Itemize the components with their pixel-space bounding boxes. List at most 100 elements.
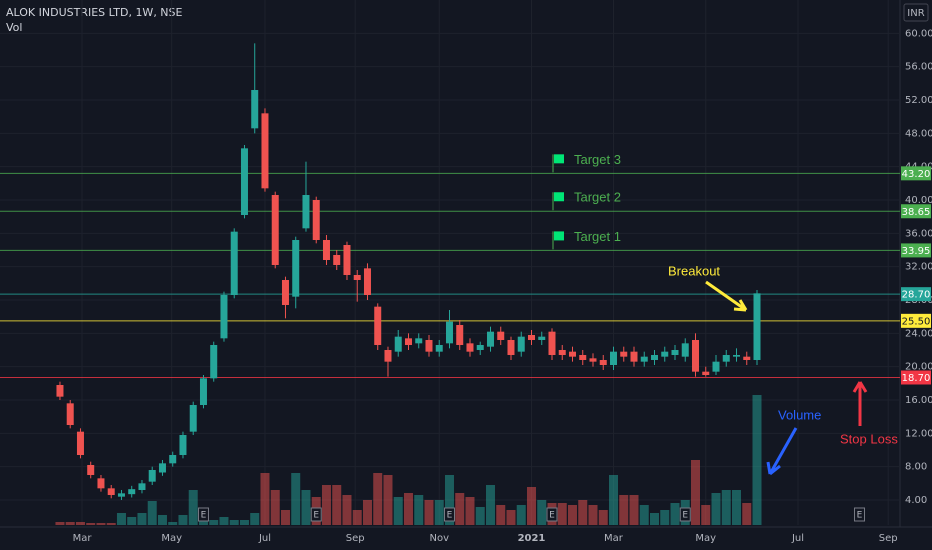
- volume-bar: [619, 495, 629, 525]
- y-tick-label: 52.00: [905, 95, 932, 106]
- earnings-box: [546, 507, 558, 522]
- level-tag: [901, 166, 931, 181]
- target-label: Target 3: [574, 152, 621, 167]
- volume-bar: [752, 395, 762, 525]
- candle-body: [138, 483, 146, 490]
- level-label: 25.50: [902, 316, 931, 327]
- x-tick-label: Jul: [258, 533, 271, 544]
- candle-body: [671, 350, 679, 355]
- candle-body: [148, 470, 156, 482]
- candle-body: [56, 385, 64, 397]
- volume-bar: [557, 503, 567, 525]
- candle-body: [497, 331, 505, 340]
- candle-body: [220, 295, 228, 339]
- volume-bar: [270, 490, 280, 525]
- volume-bar: [721, 490, 731, 525]
- candle-body: [189, 405, 197, 432]
- volume-bar: [219, 517, 229, 525]
- volume-bar: [578, 500, 588, 525]
- volume-bar: [157, 515, 167, 525]
- candle-body: [394, 336, 402, 352]
- volume-bar: [250, 513, 260, 525]
- candle-body: [66, 403, 74, 425]
- volume-bar: [116, 513, 126, 525]
- candle-body: [476, 345, 484, 350]
- volume-bar: [239, 520, 249, 525]
- earnings-label: E: [313, 511, 319, 521]
- candle-body: [466, 343, 474, 352]
- level-tag: [901, 243, 931, 258]
- level-label: 43.20: [902, 169, 931, 180]
- candle-body: [692, 340, 700, 372]
- volume-bar: [352, 510, 362, 525]
- candle-body: [169, 455, 177, 464]
- volume-bar: [475, 507, 485, 525]
- volume-bar: [127, 517, 137, 525]
- candle-body: [158, 463, 166, 473]
- level-label: 18.70: [902, 373, 931, 384]
- x-tick-label: May: [695, 533, 716, 544]
- earnings-box: [443, 507, 455, 522]
- candle-body: [230, 231, 238, 295]
- candle-body: [630, 351, 638, 362]
- volume-bar: [403, 493, 413, 525]
- earnings-box: [310, 507, 322, 522]
- volume-bar: [332, 485, 342, 525]
- y-tick-label: 48.00: [905, 128, 932, 139]
- earnings-label: E: [682, 511, 688, 521]
- candle-body: [322, 240, 330, 260]
- target-label: Target 2: [574, 190, 621, 205]
- annotation: Stop Loss: [840, 431, 898, 446]
- volume-bar: [691, 460, 701, 525]
- volume-bar: [393, 497, 403, 525]
- candle-body: [292, 240, 300, 297]
- volume-bar: [260, 473, 270, 525]
- volume-bar: [280, 510, 290, 525]
- level-tag: [901, 313, 931, 328]
- candle-body: [302, 195, 310, 229]
- arrow: [852, 381, 868, 426]
- flag: [554, 154, 564, 164]
- volume-bar: [732, 490, 742, 525]
- arrow: [766, 427, 798, 476]
- candle-body: [507, 340, 515, 355]
- y-tick-label: 20.00: [905, 362, 932, 373]
- candle-body: [640, 356, 648, 362]
- candle-body: [97, 478, 105, 489]
- candle-body: [128, 489, 136, 495]
- x-tick-label: Sep: [879, 533, 898, 544]
- candle-body: [599, 360, 607, 365]
- volume-bar: [701, 505, 711, 525]
- candle-body: [620, 351, 628, 357]
- volume-bar: [629, 495, 639, 525]
- volume-bar: [106, 523, 116, 525]
- volume-bar: [342, 495, 352, 525]
- volume-bar: [526, 487, 536, 525]
- candle-body: [271, 195, 279, 265]
- volume-bar: [639, 505, 649, 525]
- volume-bar: [485, 485, 495, 525]
- candle-body: [722, 355, 730, 362]
- volume-bar: [383, 475, 393, 525]
- candle-body: [743, 356, 751, 360]
- level-tag: [901, 204, 931, 219]
- candle-body: [199, 378, 207, 405]
- y-tick-label: 40.00: [905, 195, 932, 206]
- level-label: 33.95: [902, 246, 931, 257]
- y-tick-label: 60.00: [905, 28, 932, 39]
- volume-bar: [455, 493, 465, 525]
- volume-bar: [465, 497, 475, 525]
- candle-body: [712, 361, 720, 372]
- earnings-box: [854, 507, 866, 522]
- earnings-label: E: [549, 511, 555, 521]
- volume-bar: [608, 475, 618, 525]
- y-tick-label: 4.00: [905, 495, 927, 506]
- x-tick-label: Jul: [791, 533, 804, 544]
- volume-bar: [147, 501, 157, 525]
- earnings-box: [197, 507, 209, 522]
- x-tick-label: Nov: [429, 533, 449, 544]
- volume-bar: [660, 510, 670, 525]
- level-label: 28.70: [902, 290, 931, 301]
